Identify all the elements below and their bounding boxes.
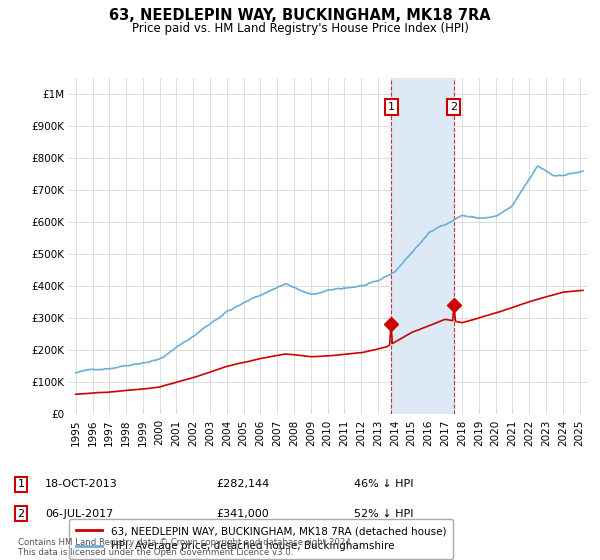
Text: 46% ↓ HPI: 46% ↓ HPI xyxy=(354,479,413,489)
Text: Price paid vs. HM Land Registry's House Price Index (HPI): Price paid vs. HM Land Registry's House … xyxy=(131,22,469,35)
Text: 06-JUL-2017: 06-JUL-2017 xyxy=(45,508,113,519)
Text: 63, NEEDLEPIN WAY, BUCKINGHAM, MK18 7RA: 63, NEEDLEPIN WAY, BUCKINGHAM, MK18 7RA xyxy=(109,8,491,24)
Text: 2: 2 xyxy=(17,508,25,519)
Text: 2: 2 xyxy=(450,102,457,112)
Text: 52% ↓ HPI: 52% ↓ HPI xyxy=(354,508,413,519)
Text: 18-OCT-2013: 18-OCT-2013 xyxy=(45,479,118,489)
Text: 1: 1 xyxy=(17,479,25,489)
Text: £282,144: £282,144 xyxy=(216,479,269,489)
Text: Contains HM Land Registry data © Crown copyright and database right 2024.
This d: Contains HM Land Registry data © Crown c… xyxy=(18,538,353,557)
Text: £341,000: £341,000 xyxy=(216,508,269,519)
Legend: 63, NEEDLEPIN WAY, BUCKINGHAM, MK18 7RA (detached house), HPI: Average price, de: 63, NEEDLEPIN WAY, BUCKINGHAM, MK18 7RA … xyxy=(69,519,454,558)
Bar xyxy=(391,78,454,414)
Text: 1: 1 xyxy=(388,102,395,112)
